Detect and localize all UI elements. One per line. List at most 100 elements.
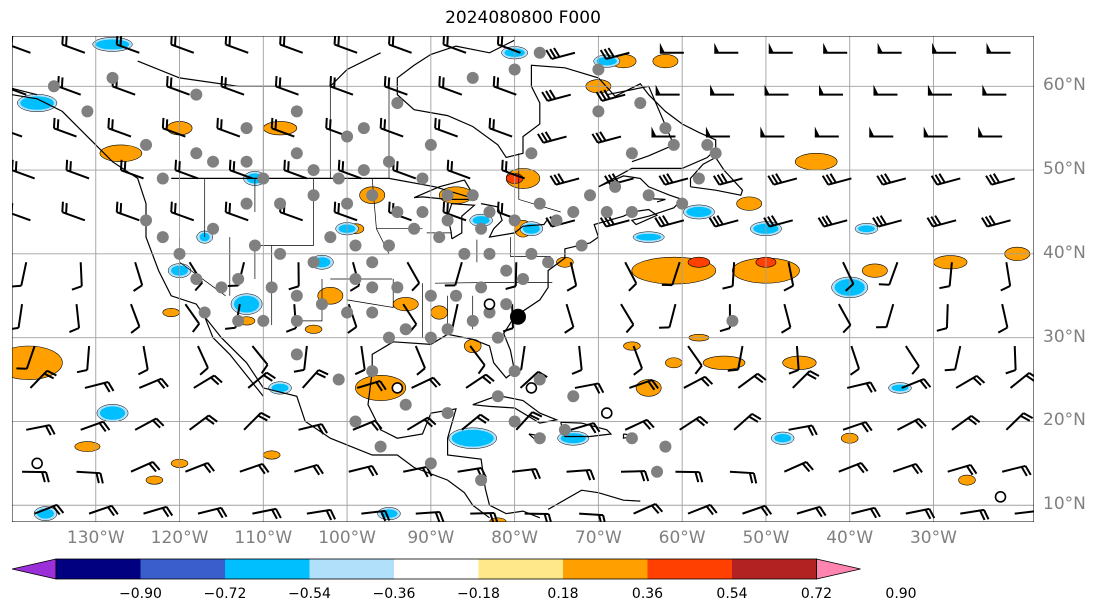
station-dot	[449, 289, 462, 302]
colorbar-tick-label: 0.36	[631, 586, 664, 602]
station-dot	[408, 222, 421, 235]
wind-barb	[767, 173, 798, 186]
colorbar-segment	[225, 559, 310, 579]
wind-barb	[361, 509, 391, 522]
wind-barb	[274, 75, 299, 96]
station-dot	[366, 281, 379, 294]
station-dot	[207, 155, 220, 168]
wind-barb	[926, 215, 957, 228]
wind-barb	[788, 345, 800, 375]
wind-barb	[288, 262, 300, 291]
wind-barb	[595, 89, 626, 102]
wind-barb	[936, 304, 949, 332]
wind-barb	[61, 201, 86, 222]
coastline-segment	[367, 371, 541, 519]
station-dot	[332, 172, 345, 185]
station-dot	[307, 164, 320, 177]
longitude-label: 70°W	[574, 528, 622, 548]
colorbar-tick-label: −0.18	[457, 586, 500, 602]
wind-barb	[52, 117, 77, 138]
wind-barb	[184, 303, 201, 333]
station-dot	[391, 205, 404, 218]
wind-barb	[444, 261, 463, 287]
wind-barb	[655, 84, 680, 96]
wind-barb	[174, 159, 199, 180]
wind-barb	[892, 462, 923, 475]
wind-barb	[901, 378, 932, 390]
station-dot	[441, 407, 454, 420]
longitude-label: 100°W	[318, 528, 376, 548]
coastline-segment	[648, 198, 666, 203]
coastline-segment	[472, 394, 559, 424]
longitude-label: 130°W	[66, 528, 125, 548]
wind-barb	[537, 131, 567, 144]
wind-barb	[29, 369, 57, 389]
wind-barb	[22, 470, 50, 483]
wind-barb	[981, 215, 1011, 228]
wind-barb	[905, 507, 936, 520]
wind-barb	[306, 508, 337, 521]
wind-barb	[541, 89, 572, 102]
station-dot	[483, 306, 496, 319]
wind-barb	[632, 345, 643, 376]
station-dot	[441, 214, 454, 227]
state-border	[510, 237, 551, 257]
positive-area	[74, 441, 101, 452]
open-circle	[600, 407, 613, 419]
latitude-label: 50°N	[1043, 159, 1086, 180]
positive-area	[304, 324, 323, 334]
positive-area	[262, 121, 298, 136]
wind-barb	[763, 215, 793, 228]
wind-barb	[780, 303, 792, 334]
colorbar-segment	[309, 559, 394, 579]
wind-barb	[170, 36, 195, 54]
wind-barb	[837, 303, 852, 334]
wind-barb	[960, 508, 990, 521]
wind-barb	[438, 75, 463, 96]
wind-barb	[1014, 510, 1034, 515]
wind-barb	[651, 126, 676, 138]
station-dot	[709, 147, 722, 160]
longitude-label: 60°W	[658, 528, 706, 548]
station-dot	[265, 281, 278, 294]
wind-barb	[1000, 262, 1012, 292]
wind-barb	[788, 424, 818, 437]
station-dot	[416, 172, 429, 185]
station-dot	[315, 298, 328, 311]
station-dot	[424, 289, 437, 302]
station-dot	[466, 314, 479, 327]
negative-area	[774, 434, 792, 443]
wind-barb	[84, 381, 115, 393]
station-dot	[232, 314, 245, 327]
station-dot	[341, 197, 354, 210]
wind-barb	[599, 47, 630, 60]
wind-barb	[197, 345, 209, 376]
wind-barb	[932, 42, 957, 54]
station-dot	[215, 281, 228, 294]
wind-barb	[220, 75, 245, 96]
wind-barb	[896, 417, 927, 431]
wind-barb	[1001, 464, 1032, 477]
station-dot	[366, 306, 379, 319]
open-circle	[31, 457, 43, 470]
wind-barb	[16, 345, 36, 370]
positive-area	[262, 450, 281, 460]
station-dot	[198, 306, 211, 319]
wind-barb	[301, 369, 329, 389]
positive-area	[162, 308, 180, 318]
station-dot	[357, 164, 370, 177]
wind-barb	[383, 75, 408, 96]
wind-barb	[388, 36, 412, 54]
station-dot	[190, 147, 203, 160]
station-dot	[391, 281, 404, 294]
wind-barb	[783, 461, 814, 473]
coastline-segment	[446, 202, 476, 240]
wind-barb	[819, 84, 844, 96]
wind-barb	[337, 159, 362, 180]
station-dot	[525, 247, 538, 260]
negative-area	[686, 206, 712, 218]
station-dot	[240, 122, 253, 135]
wind-barb	[333, 201, 358, 222]
wind-barb	[293, 345, 308, 373]
station-dot	[433, 231, 446, 244]
